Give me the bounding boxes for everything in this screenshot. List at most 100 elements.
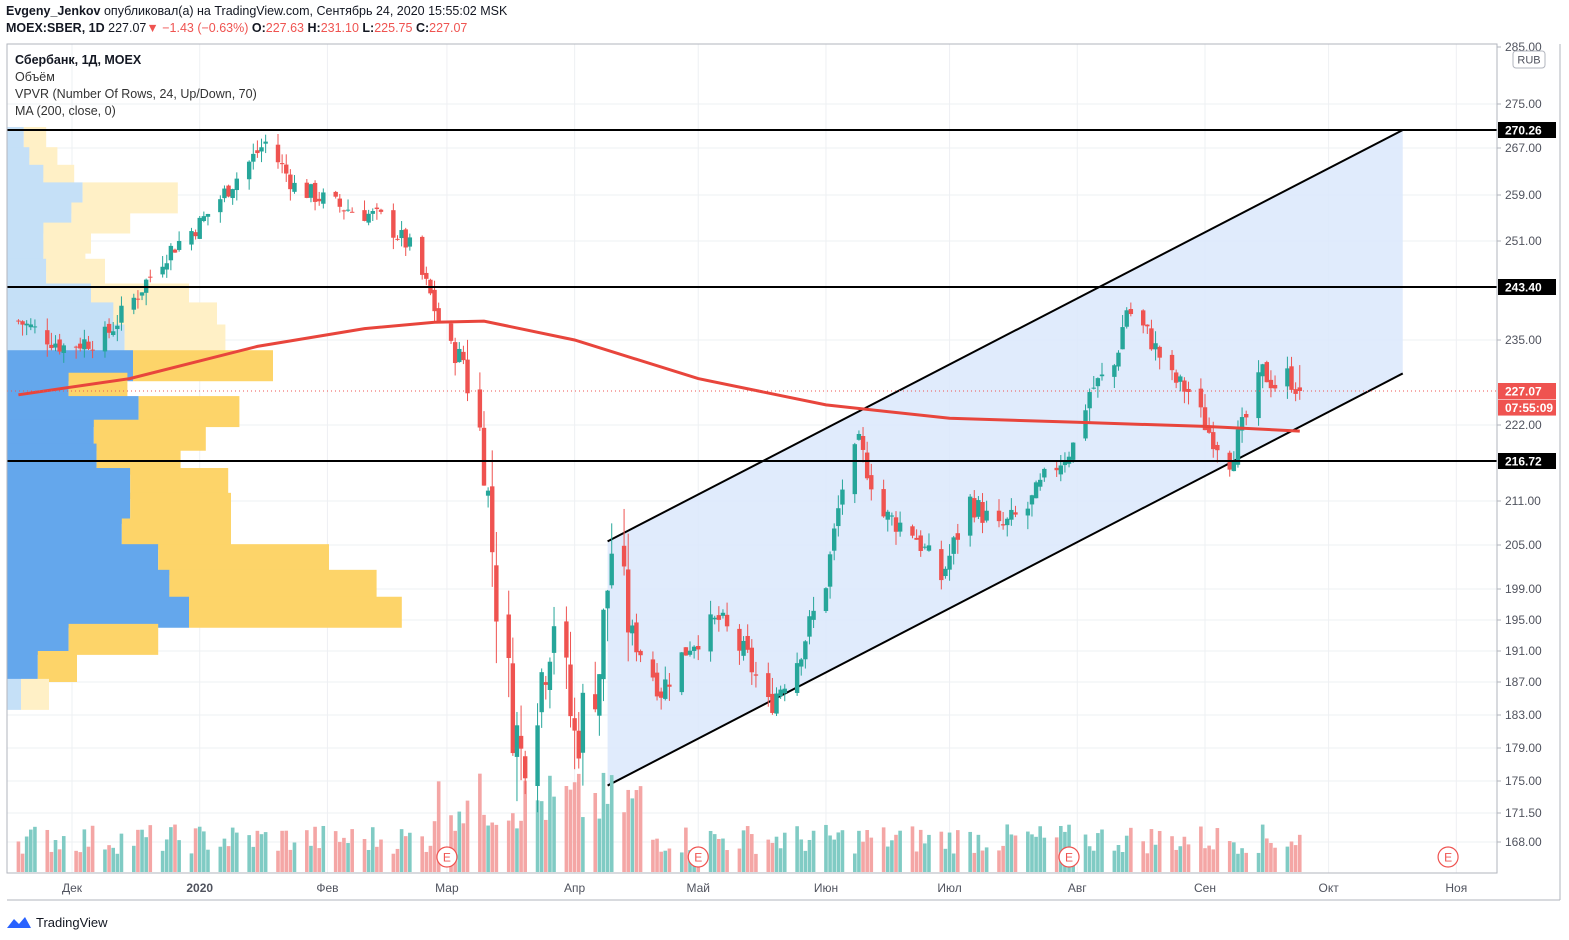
candle-body bbox=[1157, 346, 1162, 358]
y-tick-label: 205.00 bbox=[1505, 538, 1542, 552]
vp-up-bar bbox=[7, 623, 69, 655]
volume-bar bbox=[103, 849, 107, 872]
channel-lower-line bbox=[607, 372, 1404, 787]
vp-up-bar bbox=[7, 596, 189, 628]
volume-bar bbox=[132, 845, 136, 872]
candle-body bbox=[193, 232, 198, 237]
volume-bar bbox=[832, 839, 836, 872]
price-axis[interactable]: 285.00275.00267.00259.00251.00235.00222.… bbox=[1497, 40, 1556, 849]
candle-body bbox=[514, 725, 520, 757]
candle-body bbox=[135, 298, 141, 300]
candle-body bbox=[947, 555, 952, 570]
volume-bar bbox=[943, 848, 948, 872]
candle-body bbox=[349, 211, 355, 213]
volume-bar bbox=[29, 829, 33, 872]
volume-bar bbox=[1100, 829, 1104, 872]
volume-bar bbox=[33, 826, 37, 872]
candle-body bbox=[593, 694, 598, 710]
candle-body bbox=[275, 144, 281, 163]
legend-vpvr[interactable]: VPVR (Number Of Rows, 24, Up/Down, 70) bbox=[15, 87, 257, 101]
volume-bar bbox=[309, 845, 313, 872]
volume-bar bbox=[202, 831, 206, 872]
candle-body bbox=[201, 216, 207, 222]
time-axis[interactable]: Дек 2020 Фев Мар Апр Май Июн Июл Авг Сен Окт Ноя bbox=[62, 881, 1467, 895]
volume-bar bbox=[774, 836, 779, 872]
volume-bar bbox=[342, 837, 346, 872]
candle-body bbox=[452, 342, 458, 364]
volume-bar bbox=[782, 832, 787, 872]
volume-bar bbox=[564, 786, 569, 872]
publish-line: Evgeny_Jenkov опубликовал(а) на TradingV… bbox=[6, 3, 507, 20]
volume-bar bbox=[350, 829, 354, 872]
volume-bar bbox=[391, 853, 396, 872]
candle-body bbox=[432, 289, 437, 312]
candle-body bbox=[568, 664, 573, 717]
volume-bar bbox=[655, 838, 659, 872]
candle-body bbox=[102, 326, 108, 352]
y-tick-label: 211.00 bbox=[1505, 494, 1541, 508]
price-badge: 270.26 bbox=[1498, 122, 1556, 138]
volume-bar bbox=[333, 831, 338, 872]
volume-bar bbox=[366, 849, 371, 872]
volume-bar bbox=[750, 834, 754, 872]
legend-title[interactable]: Сбербанк, 1Д, MOEX bbox=[15, 53, 142, 67]
volume-bar bbox=[997, 850, 1001, 872]
volume-bar bbox=[288, 849, 293, 872]
candle-body bbox=[1260, 364, 1265, 377]
volume-bar bbox=[1034, 836, 1038, 872]
candle-body bbox=[205, 213, 211, 217]
candle-body bbox=[172, 249, 178, 253]
volume-bar bbox=[544, 819, 548, 872]
y-tick-label: 168.00 bbox=[1505, 835, 1542, 849]
author-name[interactable]: Evgeny_Jenkov bbox=[6, 4, 101, 18]
close-value: 227.07 bbox=[429, 21, 468, 35]
candle-body bbox=[49, 344, 54, 349]
volume-bar bbox=[486, 825, 490, 872]
volume-bar bbox=[679, 852, 684, 872]
candle-body bbox=[782, 688, 787, 694]
candle-body bbox=[840, 489, 845, 505]
volume-bar bbox=[218, 846, 223, 872]
candle-body bbox=[766, 673, 771, 698]
volume-bar bbox=[824, 824, 828, 872]
volume-bar bbox=[717, 839, 721, 872]
price-change: −1.43 (−0.63%) bbox=[162, 21, 249, 35]
candle-body bbox=[996, 510, 1002, 522]
volume-bar bbox=[708, 830, 713, 872]
candle-body bbox=[1091, 387, 1096, 389]
candle-body bbox=[1206, 426, 1212, 433]
close-label: C: bbox=[415, 21, 430, 35]
legend-volume[interactable]: Объём bbox=[15, 70, 55, 84]
tradingview-brand: TradingView bbox=[36, 914, 108, 930]
candle-body bbox=[836, 508, 841, 527]
earnings-circle bbox=[1058, 846, 1080, 868]
price-badge-box bbox=[1498, 453, 1556, 469]
volume-bar bbox=[667, 848, 672, 872]
candle-body bbox=[1070, 442, 1076, 460]
candle-body bbox=[539, 672, 544, 713]
candle-body bbox=[1182, 380, 1187, 392]
candle-body bbox=[284, 164, 289, 174]
volume-bar bbox=[16, 841, 21, 872]
candle-body bbox=[778, 689, 783, 697]
volume-bar bbox=[1153, 844, 1158, 872]
volume-bar bbox=[968, 831, 972, 872]
candle-body bbox=[465, 359, 470, 394]
volume-bar bbox=[379, 839, 383, 872]
candle-body bbox=[197, 217, 202, 239]
candle-body bbox=[395, 238, 400, 240]
candle-body bbox=[1198, 388, 1204, 408]
candle-body bbox=[667, 684, 672, 687]
candle-body bbox=[20, 321, 25, 325]
volume-bar bbox=[861, 841, 865, 872]
footer-branding[interactable]: TradingView bbox=[6, 911, 108, 933]
price-badge-label: 216.72 bbox=[1505, 455, 1542, 469]
candle-body bbox=[119, 305, 124, 323]
volume-bar bbox=[754, 853, 758, 872]
horizontal-levels[interactable] bbox=[7, 129, 1497, 462]
parallel-channel[interactable] bbox=[607, 129, 1404, 787]
x-tick-label: Май bbox=[686, 881, 710, 895]
legend-ma[interactable]: MA (200, close, 0) bbox=[15, 104, 116, 118]
